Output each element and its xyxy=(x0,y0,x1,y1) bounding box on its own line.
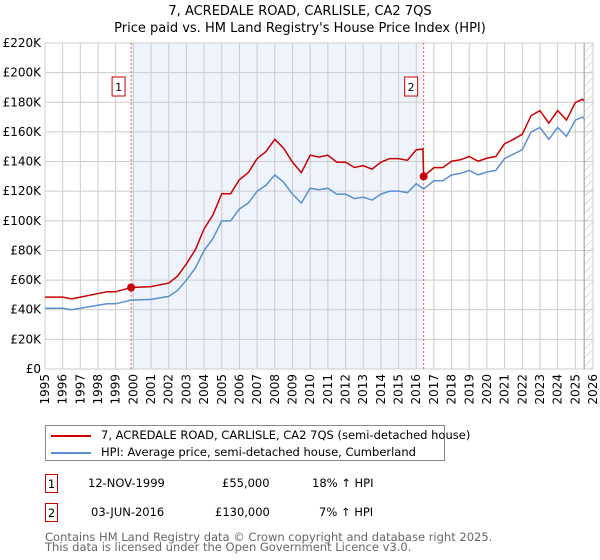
x-tick-label: 2014 xyxy=(374,374,388,405)
sale-marker-box xyxy=(111,76,126,97)
x-tick-label: 2001 xyxy=(144,374,158,405)
y-tick-label: £200K xyxy=(3,66,43,80)
chart-subtitle: Price paid vs. HM Land Registry's House … xyxy=(114,21,486,36)
chart-title: 7, ACREDALE ROAD, CARLISLE, CA2 7QS xyxy=(168,4,432,19)
price-chart: £0 £20K £40K £60K £80K £100K £120K £140K £160K £1… xyxy=(3,36,600,405)
sale-hpi-diff: 7% ↑ HPI xyxy=(319,505,374,519)
sale-price: £55,000 xyxy=(222,476,270,490)
y-tick-label: £80K xyxy=(10,243,42,257)
x-tick-label: 2008 xyxy=(268,374,282,405)
property-price-line xyxy=(45,98,585,300)
footer-copyright: Contains HM Land Registry data © Crown c… xyxy=(45,530,493,544)
x-tick-label: 2010 xyxy=(303,374,317,405)
sale-row: 1 12-NOV-1999 £55,000 18% ↑ HPI xyxy=(45,474,445,494)
legend: 7, ACREDALE ROAD, CARLISLE, CA2 7QS (sem… xyxy=(45,425,470,461)
legend-swatch-red xyxy=(51,435,91,437)
x-tick-label: 2011 xyxy=(321,374,335,405)
sale-price: £130,000 xyxy=(215,505,270,519)
sale-hpi-diff: 18% ↑ HPI xyxy=(312,476,374,490)
x-tick-label: 2026 xyxy=(586,374,600,405)
x-tick-label: 1995 xyxy=(38,374,52,405)
legend-swatch-blue xyxy=(51,452,91,454)
x-tick-label: 2002 xyxy=(162,374,176,405)
shaded-ownership-region xyxy=(131,43,424,369)
hpi-line xyxy=(45,116,585,311)
x-tick-label: 2021 xyxy=(498,374,512,405)
x-tick-label: 2013 xyxy=(356,374,370,405)
sale-marker-badge: 1 xyxy=(45,474,58,493)
sale-marker-label: 1 xyxy=(115,81,122,94)
sale-marker-label: 2 xyxy=(408,81,415,94)
x-tick-label: 1997 xyxy=(73,374,87,405)
x-tick-label: 2015 xyxy=(392,374,406,405)
x-tick-label: 2020 xyxy=(480,374,494,405)
sale-marker-badge: 2 xyxy=(45,503,58,522)
x-tick-label: 2023 xyxy=(533,374,547,405)
x-tick-label: 2009 xyxy=(285,374,299,405)
x-tick-label: 2006 xyxy=(232,374,246,405)
x-tick-label: 2004 xyxy=(197,374,211,405)
legend-label: HPI: Average price, semi-detached house,… xyxy=(101,445,416,459)
y-tick-label: £180K xyxy=(3,95,43,109)
sale-marker-box xyxy=(404,76,419,97)
legend-label: 7, ACREDALE ROAD, CARLISLE, CA2 7QS (sem… xyxy=(101,428,471,442)
x-tick-label: 2016 xyxy=(409,374,423,405)
footer-licence: This data is licensed under the Open Gov… xyxy=(45,540,412,554)
x-tick-label: 2017 xyxy=(427,374,441,405)
x-tick-label: 1999 xyxy=(109,374,123,405)
x-tick-label: 2005 xyxy=(215,374,229,405)
y-tick-label: £60K xyxy=(10,273,42,287)
x-tick-label: 2022 xyxy=(515,374,529,405)
sale-point xyxy=(419,172,428,181)
x-tick-label: 2012 xyxy=(339,374,353,405)
x-tick-label: 2018 xyxy=(445,374,459,405)
y-tick-label: £120K xyxy=(3,184,43,198)
x-tick-label: 2019 xyxy=(462,374,476,405)
y-tick-label: £100K xyxy=(3,214,43,228)
hatched-forecast-region xyxy=(584,43,593,369)
sale-date: 03-JUN-2016 xyxy=(91,505,165,519)
x-tick-label: 1998 xyxy=(91,374,105,405)
y-tick-label: £140K xyxy=(3,155,43,169)
y-tick-label: £160K xyxy=(3,125,43,139)
y-tick-label: £20K xyxy=(10,332,42,346)
x-tick-label: 2007 xyxy=(250,374,264,405)
y-tick-label: £0 xyxy=(26,362,41,376)
sale-row: 2 03-JUN-2016 £130,000 7% ↑ HPI xyxy=(45,503,445,523)
y-tick-label: £40K xyxy=(10,303,42,317)
x-tick-label: 2024 xyxy=(551,374,565,405)
x-tick-label: 1996 xyxy=(56,374,70,405)
sale-point xyxy=(127,283,136,292)
x-tick-label: 2003 xyxy=(179,374,193,405)
sale-date: 12-NOV-1999 xyxy=(88,476,165,490)
x-tick-label: 2000 xyxy=(126,374,140,405)
y-tick-label: £220K xyxy=(3,36,43,50)
x-tick-label: 2025 xyxy=(568,374,582,405)
